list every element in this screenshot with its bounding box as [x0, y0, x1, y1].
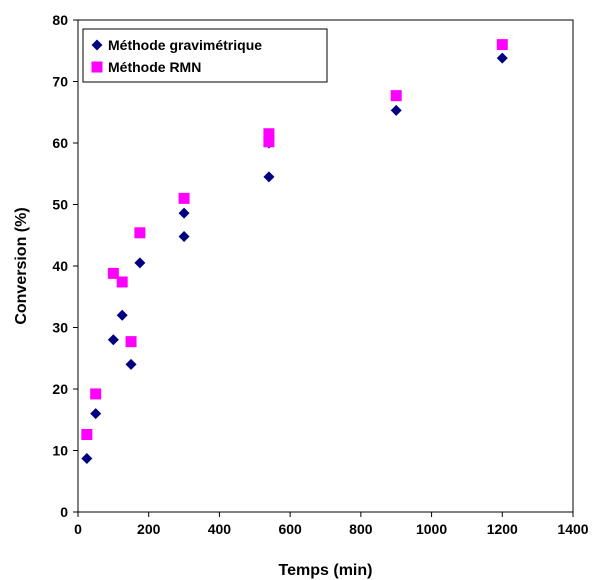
y-tick-label: 0 — [60, 504, 68, 520]
point-rmn — [134, 227, 146, 239]
point-rmn — [496, 39, 508, 51]
x-tick-label: 400 — [208, 521, 232, 537]
point-rmn — [125, 336, 137, 348]
y-tick-label: 20 — [52, 381, 68, 397]
plot-area — [77, 19, 574, 513]
legend-marker — [91, 61, 103, 73]
series-2 — [81, 39, 508, 441]
legend-box — [82, 28, 328, 83]
point-gravimetrique — [390, 104, 402, 116]
x-tick-label: 1000 — [416, 521, 447, 537]
point-gravimetrique — [178, 230, 190, 242]
point-gravimetrique — [90, 408, 102, 420]
y-tick-label: 10 — [52, 443, 68, 459]
x-axis: 0 200 400 600 800 1000 1200 1400 — [74, 512, 589, 537]
y-tick-label: 60 — [52, 135, 68, 151]
legend-label: Méthode RMN — [108, 59, 201, 75]
point-rmn — [178, 192, 190, 204]
y-tick-label: 70 — [52, 74, 68, 90]
point-gravimetrique — [496, 52, 508, 64]
x-tick-label: 200 — [137, 521, 161, 537]
x-tick-label: 800 — [349, 521, 373, 537]
y-tick-label: 50 — [52, 197, 68, 213]
point-gravimetrique — [81, 452, 93, 464]
x-tick-label: 1200 — [487, 521, 518, 537]
point-gravimetrique — [134, 257, 146, 269]
y-axis: 0 10 20 30 40 50 60 70 80 — [52, 12, 78, 520]
x-axis-title: Temps (min) — [279, 562, 373, 579]
point-gravimetrique — [125, 358, 137, 370]
point-gravimetrique — [107, 334, 119, 346]
legend: Méthode gravimétrique Méthode RMN — [82, 28, 328, 83]
data-points — [81, 39, 508, 464]
point-rmn — [116, 276, 128, 288]
legend-label: Méthode gravimétrique — [108, 37, 262, 53]
point-gravimetrique — [116, 309, 128, 321]
x-tick-label: 1400 — [557, 521, 588, 537]
y-axis-title: Conversion (%) — [13, 207, 30, 324]
point-rmn — [263, 136, 275, 148]
x-tick-label: 0 — [74, 521, 82, 537]
point-rmn — [107, 267, 119, 279]
y-tick-label: 30 — [52, 320, 68, 336]
legend-marker — [91, 39, 103, 51]
y-tick-label: 80 — [52, 12, 68, 28]
y-tick-label: 40 — [52, 258, 68, 274]
point-gravimetrique — [178, 207, 190, 219]
point-rmn — [90, 388, 102, 400]
point-rmn — [263, 128, 275, 140]
point-rmn — [81, 429, 93, 441]
x-tick-label: 600 — [278, 521, 302, 537]
point-rmn — [390, 90, 402, 102]
point-gravimetrique — [263, 171, 275, 183]
